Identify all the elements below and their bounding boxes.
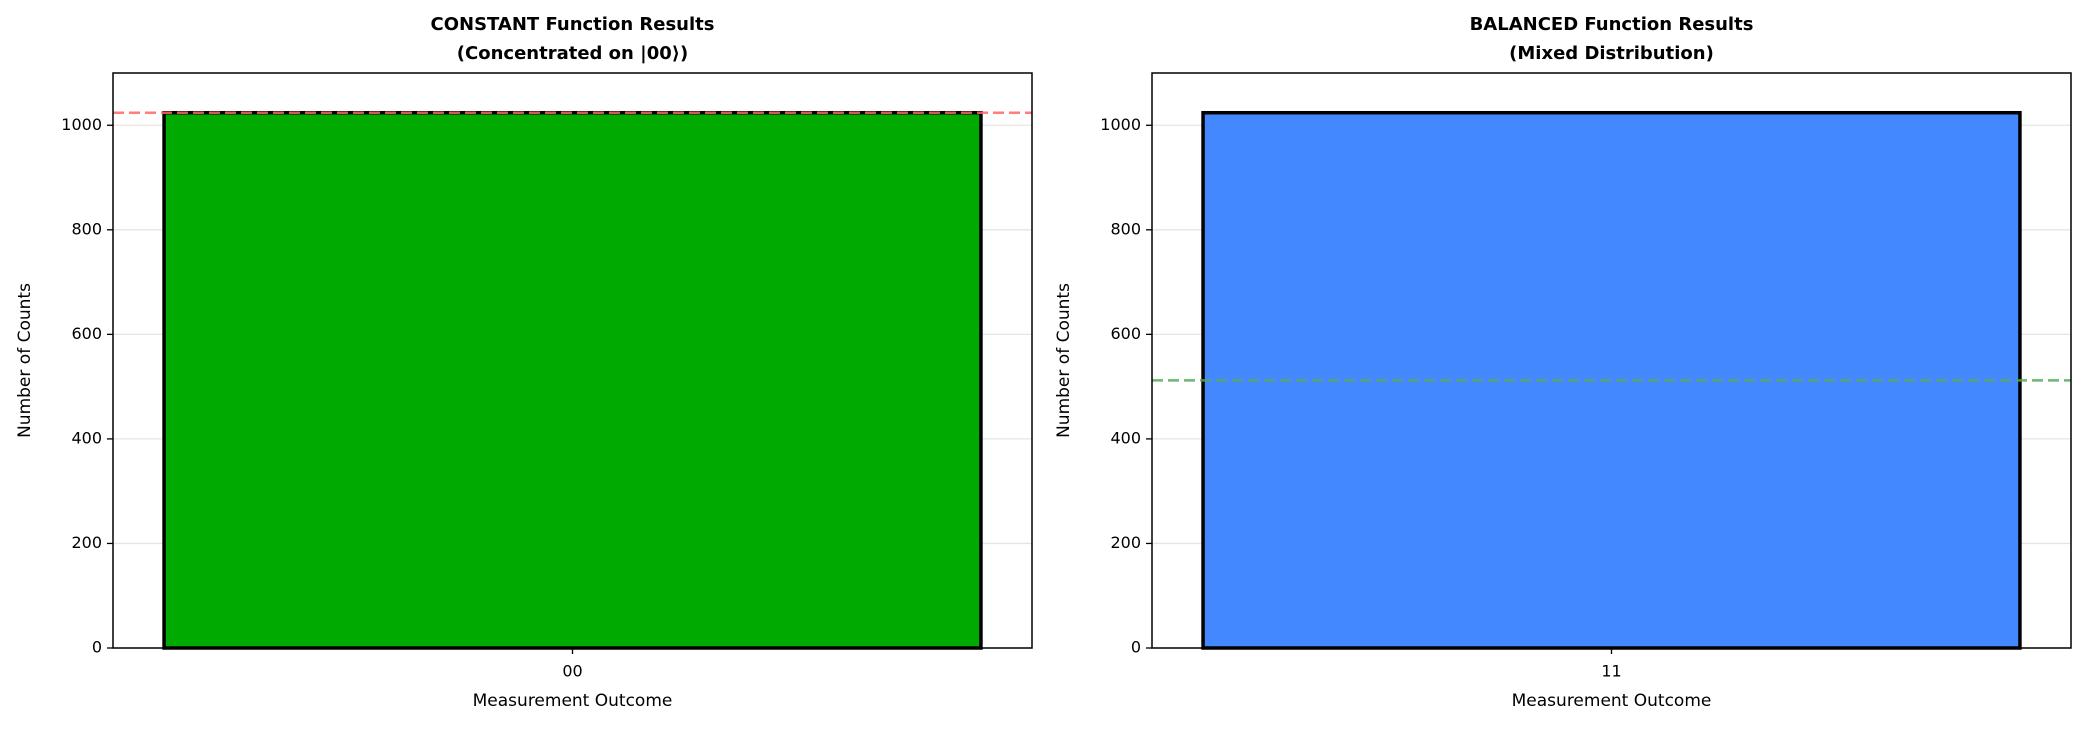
y-tick-label: 200 bbox=[71, 533, 102, 552]
y-tick-label: 600 bbox=[1110, 324, 1141, 343]
y-tick-label: 400 bbox=[1110, 428, 1141, 447]
y-axis-label: Number of Counts bbox=[1054, 283, 1074, 438]
plot-frame bbox=[1151, 72, 2072, 649]
y-tick-label: 0 bbox=[92, 638, 102, 657]
y-tick-label: 1000 bbox=[61, 115, 102, 134]
y-tick-label: 600 bbox=[71, 324, 102, 343]
chart-subtitle: (Concentrated on |00⟩) bbox=[457, 43, 688, 64]
bar bbox=[162, 110, 983, 650]
y-tick-label: 200 bbox=[1110, 533, 1141, 552]
y-axis-label: Number of Counts bbox=[15, 283, 35, 438]
y-tick-label: 0 bbox=[1131, 638, 1141, 657]
x-axis-label: Measurement Outcome bbox=[1512, 691, 1712, 711]
y-tick-label: 400 bbox=[71, 428, 102, 447]
bar bbox=[1201, 110, 2022, 650]
chart-title: BALANCED Function Results bbox=[1470, 14, 1754, 35]
y-tick-label: 800 bbox=[71, 219, 102, 238]
x-axis-label: Measurement Outcome bbox=[473, 691, 673, 711]
x-tick-label: 00 bbox=[562, 662, 582, 681]
chart-subtitle: (Mixed Distribution) bbox=[1509, 43, 1714, 64]
plot-frame bbox=[112, 72, 1033, 649]
y-tick-label: 1000 bbox=[1100, 115, 1141, 134]
chart-title: CONSTANT Function Results bbox=[431, 14, 715, 35]
y-tick-label: 800 bbox=[1110, 219, 1141, 238]
x-tick-label: 11 bbox=[1601, 662, 1621, 681]
